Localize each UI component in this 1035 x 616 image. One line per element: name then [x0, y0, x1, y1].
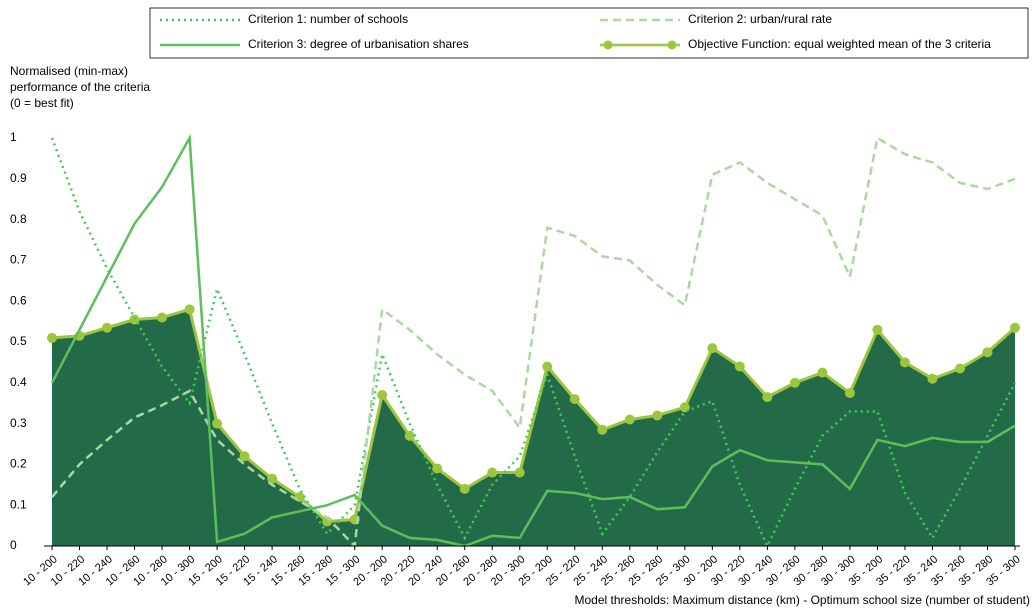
y-tick-label: 0.7: [10, 253, 27, 267]
area: [52, 309, 1015, 546]
marker: [102, 322, 113, 333]
line: [51, 307, 1016, 524]
y-tick-label: 0.9: [10, 171, 27, 185]
marker: [432, 463, 443, 474]
marker: [212, 418, 223, 429]
marker: [487, 467, 498, 478]
marker: [707, 343, 718, 354]
legend-label: Objective Function: equal weighted mean …: [688, 37, 991, 51]
marker: [789, 377, 800, 388]
marker: [927, 373, 938, 384]
y-tick-label: 0.6: [10, 293, 27, 307]
y-axis-label: Normalised (min-max): [10, 64, 128, 78]
line: [50, 137, 1017, 549]
marker: [157, 312, 168, 323]
y-tick-label: 0.1: [10, 497, 27, 511]
marker: [377, 390, 388, 401]
marker: [872, 324, 883, 335]
y-axis-label: (0 = best fit): [10, 96, 74, 110]
marker: [844, 388, 855, 398]
marker: [679, 402, 690, 413]
marker: [569, 394, 580, 405]
line: [50, 133, 1016, 548]
marker: [817, 367, 828, 378]
y-tick-label: 0.2: [10, 457, 27, 471]
y-tick-label: 0.5: [10, 334, 27, 348]
y-tick-label: 1: [10, 130, 17, 144]
legend-label: Criterion 2: urban/rural rate: [688, 12, 832, 26]
line: [51, 136, 1016, 549]
marker: [47, 332, 57, 343]
y-tick-label: 0: [10, 538, 17, 552]
marker: [514, 467, 525, 478]
marker: [982, 347, 993, 358]
marker: [597, 424, 608, 435]
marker: [404, 430, 415, 441]
legend-label: Criterion 3: degree of urbanisation shar…: [248, 37, 469, 51]
legend-box: [149, 7, 1029, 59]
marker: [1010, 322, 1020, 333]
marker: [239, 451, 250, 462]
y-tick-label: 0.8: [10, 212, 27, 226]
marker: [954, 363, 965, 374]
marker: [652, 410, 663, 421]
y-axis-label: performance of the criteria: [10, 80, 150, 94]
marker: [267, 473, 278, 484]
legend-marker: [603, 40, 613, 50]
marker: [459, 483, 470, 494]
y-tick-label: 0.3: [10, 416, 27, 430]
x-axis-label: Model thresholds: Maximum distance (km) …: [575, 593, 1031, 607]
marker: [734, 361, 745, 372]
legend-marker: [667, 40, 677, 50]
y-tick-label: 0.4: [10, 375, 27, 389]
marker: [294, 492, 305, 503]
legend-label: Criterion 1: number of schools: [248, 12, 408, 26]
marker: [184, 304, 195, 315]
marker: [624, 414, 635, 425]
marker: [542, 361, 553, 372]
marker: [899, 357, 910, 368]
marker: [762, 392, 773, 403]
